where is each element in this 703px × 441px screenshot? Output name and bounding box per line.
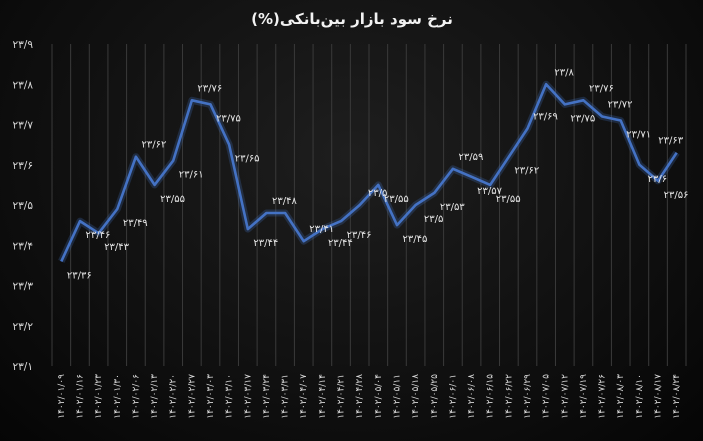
x-tick-label: ۱۴۰۲/۰۸/۱۷	[654, 374, 664, 419]
y-tick-label: ۲۳/۳	[13, 281, 34, 293]
y-tick-label: ۲۳/۷	[13, 120, 34, 132]
data-label: ۲۳/۶۲	[514, 166, 539, 177]
data-label: ۲۳/۴۵	[403, 234, 428, 245]
data-label: ۲۳/۴۴	[253, 238, 278, 249]
x-tick-label: ۱۴۰۲/۰۷/۱۲	[560, 374, 570, 419]
data-label: ۲۳/۶۹	[533, 112, 558, 123]
data-label: ۲۳/۵۵	[496, 194, 521, 205]
data-label: ۲۳/۵	[424, 214, 443, 225]
data-label: ۲۳/۵	[368, 188, 387, 199]
data-label: ۲۳/۴۸	[272, 196, 297, 207]
data-label: ۲۳/۴۶	[86, 230, 111, 241]
data-label: ۲۳/۵۷	[477, 186, 502, 197]
x-tick-label: ۱۴۰۲/۰۴/۱۴	[318, 374, 328, 419]
x-tick-label: ۱۴۰۲/۰۲/۲۷	[187, 374, 197, 419]
y-tick-label: ۲۳/۱	[13, 361, 33, 373]
x-tick-label: ۱۴۰۲/۰۳/۱۰	[225, 374, 235, 419]
x-tick-label: ۱۴۰۲/۰۱/۲۳	[94, 374, 104, 419]
x-tick-label: ۱۴۰۲/۰۱/۰۹	[57, 374, 67, 419]
x-tick-label: ۱۴۰۲/۰۳/۱۷	[243, 374, 253, 419]
data-label: ۲۳/۶۳	[658, 136, 683, 147]
x-tick-label: ۱۴۰۲/۰۷/۱۹	[579, 374, 589, 419]
y-tick-label: ۲۳/۶	[13, 160, 33, 172]
x-tick-label: ۱۴۰۲/۰۶/۰۱	[448, 374, 458, 419]
series-line	[60, 82, 678, 262]
grid-lines	[51, 44, 687, 366]
x-tick-label: ۱۴۰۲/۰۳/۲۴	[262, 374, 272, 419]
data-label: ۲۳/۵۶	[664, 190, 689, 201]
x-tick-label: ۱۴۰۲/۰۸/۱۰	[635, 374, 645, 419]
series-line-group	[58, 80, 680, 263]
data-label: ۲۳/۶۵	[235, 154, 260, 165]
data-label: ۲۳/۷۱	[626, 129, 651, 140]
x-tick-label: ۱۴۰۲/۰۷/۰۵	[542, 374, 552, 419]
y-tick-label: ۲۳/۴	[13, 240, 33, 252]
x-tick-label: ۱۴۰۲/۰۶/۰۸	[467, 374, 477, 419]
data-label: ۲۳/۴۹	[123, 218, 148, 229]
x-tick-label: ۱۴۰۲/۰۲/۰۶	[131, 374, 141, 419]
x-tick-label: ۱۴۰۲/۰۲/۲۰	[169, 374, 179, 419]
data-label: ۲۳/۶۱	[179, 170, 204, 181]
data-labels: ۲۳/۳۶۲۳/۴۶۲۳/۴۳۲۳/۴۹۲۳/۶۲۲۳/۵۵۲۳/۶۱۲۳/۷۶…	[67, 67, 689, 281]
x-tick-label: ۱۴۰۲/۰۵/۱۱	[392, 374, 402, 419]
x-tick-label: ۱۴۰۲/۰۱/۱۶	[75, 374, 85, 419]
x-tick-label: ۱۴۰۲/۰۵/۱۸	[411, 374, 421, 419]
y-tick-label: ۲۳/۲	[13, 321, 34, 333]
x-tick-label: ۱۴۰۲/۰۲/۱۳	[150, 374, 160, 419]
data-label: ۲۳/۴۴	[328, 238, 353, 249]
x-tick-label: ۱۴۰۲/۰۸/۰۳	[616, 374, 626, 419]
data-label: ۲۳/۷۵	[216, 113, 241, 124]
data-label: ۲۳/۷۵	[570, 113, 595, 124]
x-axis-ticks: ۱۴۰۲/۰۱/۰۹ ۱۴۰۲/۰۱/۱۶ ۱۴۰۲/۰۱/۲۳ ۱۴۰۲/۰۱/۳۰…	[57, 374, 682, 419]
data-label: ۲۳/۵۳	[440, 202, 465, 213]
x-tick-label: ۱۴۰۲/۰۶/۲۹	[523, 374, 533, 419]
data-label: ۲۳/۴۳	[104, 242, 129, 253]
data-label: ۲۳/۶	[648, 174, 667, 185]
data-label: ۲۳/۸	[554, 67, 574, 78]
x-tick-label: ۱۴۰۲/۰۵/۰۴	[374, 374, 384, 419]
data-label: ۲۳/۷۲	[608, 99, 633, 110]
data-label: ۲۳/۳۶	[67, 270, 92, 281]
y-tick-label: ۲۳/۵	[13, 200, 34, 212]
y-axis-ticks: ۲۳/۹ ۲۳/۸ ۲۳/۷ ۲۳/۶ ۲۳/۵ ۲۳/۴ ۲۳/۳ ۲۳/۲ ۲۳/۱	[13, 39, 34, 373]
x-tick-label: ۱۴۰۲/۰۷/۲۶	[598, 374, 608, 419]
y-tick-label: ۲۳/۸	[13, 79, 34, 91]
x-tick-label: ۱۴۰۲/۰۱/۳۰	[113, 374, 123, 419]
data-label: ۲۳/۵۵	[384, 194, 409, 205]
x-tick-label: ۱۴۰۲/۰۶/۱۵	[486, 374, 496, 419]
x-tick-label: ۱۴۰۲/۰۶/۲۲	[504, 374, 514, 419]
x-tick-label: ۱۴۰۲/۰۳/۳۱	[281, 374, 291, 419]
data-label: ۲۳/۴۶	[347, 230, 372, 241]
data-label: ۲۳/۴۱	[309, 224, 334, 235]
x-tick-label: ۱۴۰۲/۰۳/۰۳	[206, 374, 216, 419]
x-tick-label: ۱۴۰۲/۰۵/۲۵	[430, 374, 440, 419]
x-tick-label: ۱۴۰۲/۰۸/۲۴	[672, 374, 682, 419]
data-label: ۲۳/۵۵	[160, 194, 185, 205]
data-label: ۲۳/۷۶	[589, 83, 614, 94]
x-tick-label: ۱۴۰۲/۰۴/۰۷	[299, 374, 309, 419]
data-label: ۲۳/۶۲	[141, 140, 166, 151]
x-tick-label: ۱۴۰۲/۰۴/۲۸	[355, 374, 365, 419]
chart-title: نرخ سود بازار بین‌بانکی(%)	[251, 10, 453, 28]
y-tick-label: ۲۳/۹	[13, 39, 34, 51]
data-label: ۲۳/۷۶	[197, 83, 222, 94]
data-label: ۲۳/۵۹	[458, 152, 483, 163]
x-tick-label: ۱۴۰۲/۰۴/۲۱	[337, 374, 347, 419]
